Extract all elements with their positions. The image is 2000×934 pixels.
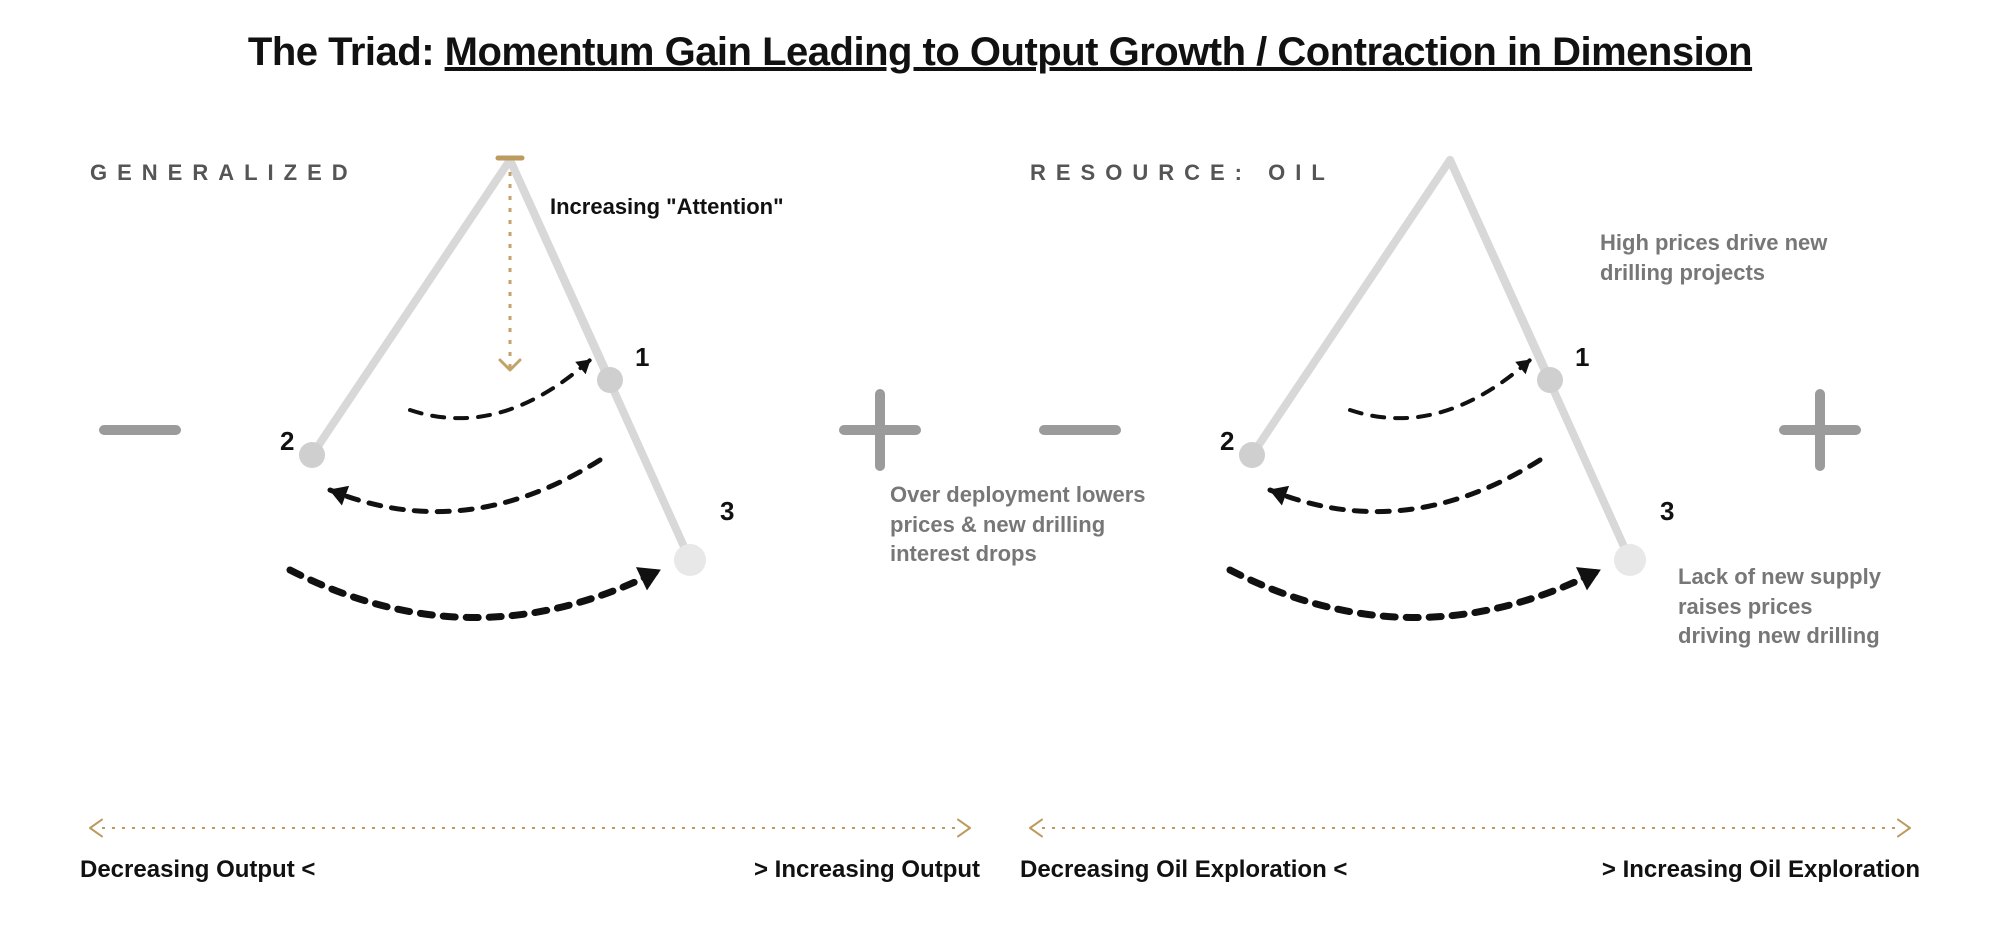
axis-right: Decreasing Oil Exploration < > Increasin… xyxy=(1020,810,1920,900)
axis-svg-right xyxy=(1020,810,1920,850)
annot-attention: Increasing "Attention" xyxy=(550,192,784,222)
node-label-2-r: 2 xyxy=(1220,426,1234,457)
axis-svg-left xyxy=(80,810,980,850)
page-title: The Triad: Momentum Gain Leading to Outp… xyxy=(0,30,2000,75)
node-label-2: 2 xyxy=(280,426,294,457)
axis-left-increasing: > Increasing Output xyxy=(754,856,980,884)
node-label-3-r: 3 xyxy=(1660,496,1674,527)
panel-generalized: GENERALIZED 1 2 3 Increasing "Attention" xyxy=(80,150,980,790)
axis-right-increasing: > Increasing Oil Exploration xyxy=(1602,856,1920,884)
annot-node2: Over deployment lowers prices & new dril… xyxy=(890,480,1150,569)
node-label-1-r: 1 xyxy=(1575,342,1589,373)
annot-node3: Lack of new supply raises prices driving… xyxy=(1678,562,1888,651)
title-main: Momentum Gain Leading to Output Growth /… xyxy=(445,30,1752,74)
panel-resource-oil: RESOURCE: OIL 1 2 3 High prices drive ne… xyxy=(1020,150,1920,790)
axis-left: Decreasing Output < > Increasing Output xyxy=(80,810,980,900)
axis-left-decreasing: Decreasing Output < xyxy=(80,856,315,884)
annot-node1: High prices drive new drilling projects xyxy=(1600,228,1850,287)
axis-right-decreasing: Decreasing Oil Exploration < xyxy=(1020,856,1347,884)
node-label-1: 1 xyxy=(635,342,649,373)
pendulum-svg-left xyxy=(80,150,980,790)
title-prefix: The Triad: xyxy=(248,30,445,74)
node-label-3: 3 xyxy=(720,496,734,527)
